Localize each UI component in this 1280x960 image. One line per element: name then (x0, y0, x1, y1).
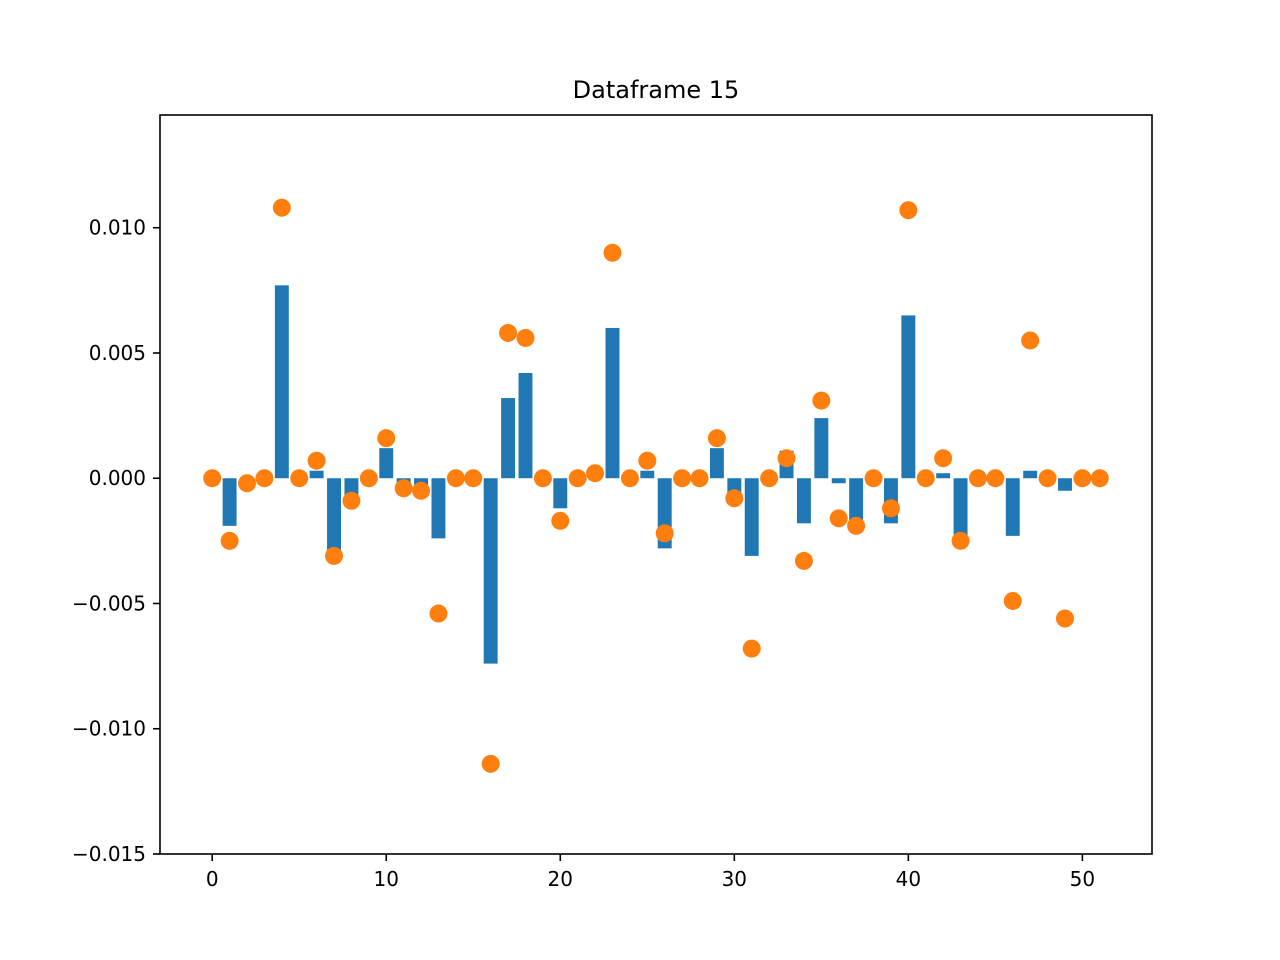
plot-frame (159, 114, 1153, 855)
y-tick-label: −0.015 (72, 842, 146, 866)
bar (379, 448, 394, 479)
bar (727, 478, 742, 494)
scatter-point (412, 481, 431, 500)
scatter-point (881, 499, 900, 518)
scatter-point (481, 754, 500, 773)
x-tick-label: 50 (1070, 867, 1095, 891)
scatter-point (916, 469, 935, 488)
scatter-point (377, 429, 396, 448)
y-tick-label: 0.005 (89, 341, 146, 365)
x-tick-label: 0 (206, 867, 219, 891)
scatter-point (951, 531, 970, 550)
y-tick-label: −0.010 (72, 717, 146, 741)
x-tick-label: 10 (374, 867, 399, 891)
bar (309, 470, 324, 479)
bar (849, 478, 864, 521)
chart-title: Dataframe 15 (573, 76, 740, 104)
scatter-point (1073, 469, 1092, 488)
scatter-point (429, 604, 448, 623)
scatter-point (1021, 331, 1040, 350)
bar (553, 478, 568, 509)
y-axis: −0.015 −0.010 −0.005 0.000 0.005 0.010 (72, 216, 160, 866)
y-tick-label: 0.010 (89, 216, 146, 240)
scatter-point (551, 511, 570, 530)
bar (640, 470, 655, 479)
scatter-point (620, 469, 639, 488)
scatter-point (342, 491, 361, 510)
bar (327, 478, 341, 556)
bar (796, 478, 811, 524)
scatter-point (290, 469, 309, 488)
scatter-point (220, 531, 239, 550)
bar (709, 448, 724, 479)
scatter-point (1090, 469, 1109, 488)
bar (744, 478, 759, 556)
scatter-point (638, 451, 657, 470)
y-tick-label: −0.005 (72, 591, 146, 615)
y-tick-label: 0.000 (89, 466, 146, 490)
bar (1023, 470, 1038, 479)
scatter-point (864, 469, 883, 488)
scatter-point (968, 469, 987, 488)
scatter-point (238, 474, 257, 493)
scatter-point (499, 323, 518, 342)
x-axis: 0 10 20 30 40 50 (206, 854, 1095, 891)
scatter-point (394, 479, 413, 498)
scatter-point (899, 201, 918, 220)
scatter-point (272, 198, 291, 217)
scatter-point (934, 449, 953, 468)
scatter-point (586, 464, 605, 483)
bar (344, 478, 359, 496)
scatter-point (568, 469, 587, 488)
scatter-point (655, 524, 674, 543)
x-tick-label: 20 (548, 867, 573, 891)
bar (605, 327, 620, 479)
bar (831, 478, 846, 484)
bar (901, 315, 916, 479)
scatter-point (829, 509, 848, 528)
scatter-series (203, 198, 1109, 773)
scatter-point (1003, 591, 1022, 610)
scatter-point (986, 469, 1005, 488)
bar (1058, 478, 1072, 491)
scatter-point (1055, 609, 1074, 628)
bar (518, 373, 533, 479)
bar (936, 473, 951, 479)
scatter-point (690, 469, 709, 488)
scatter-point (760, 469, 779, 488)
scatter-point (255, 469, 274, 488)
scatter-point (533, 469, 552, 488)
x-tick-label: 40 (896, 867, 921, 891)
bar (1005, 478, 1020, 536)
bar (222, 478, 237, 526)
scatter-point (794, 551, 813, 570)
scatter-point (464, 469, 483, 488)
scatter-point (325, 546, 344, 565)
scatter-point (516, 328, 535, 347)
scatter-point (359, 469, 378, 488)
scatter-point (603, 243, 622, 262)
bar (274, 285, 289, 479)
scatter-point (812, 391, 831, 410)
scatter-point (742, 639, 761, 658)
bar (431, 478, 446, 539)
scatter-point (1038, 469, 1057, 488)
bar (483, 478, 498, 664)
bar (953, 478, 968, 539)
x-tick-label: 30 (722, 867, 747, 891)
scatter-point (777, 449, 796, 468)
bar-series (222, 285, 1072, 664)
scatter-point (725, 489, 744, 508)
scatter-point (707, 429, 726, 448)
bar (814, 418, 829, 479)
scatter-point (307, 451, 326, 470)
scatter-point (203, 469, 222, 488)
scatter-point (673, 469, 692, 488)
scatter-point (847, 516, 866, 535)
scatter-point (446, 469, 465, 488)
bar (501, 398, 516, 479)
